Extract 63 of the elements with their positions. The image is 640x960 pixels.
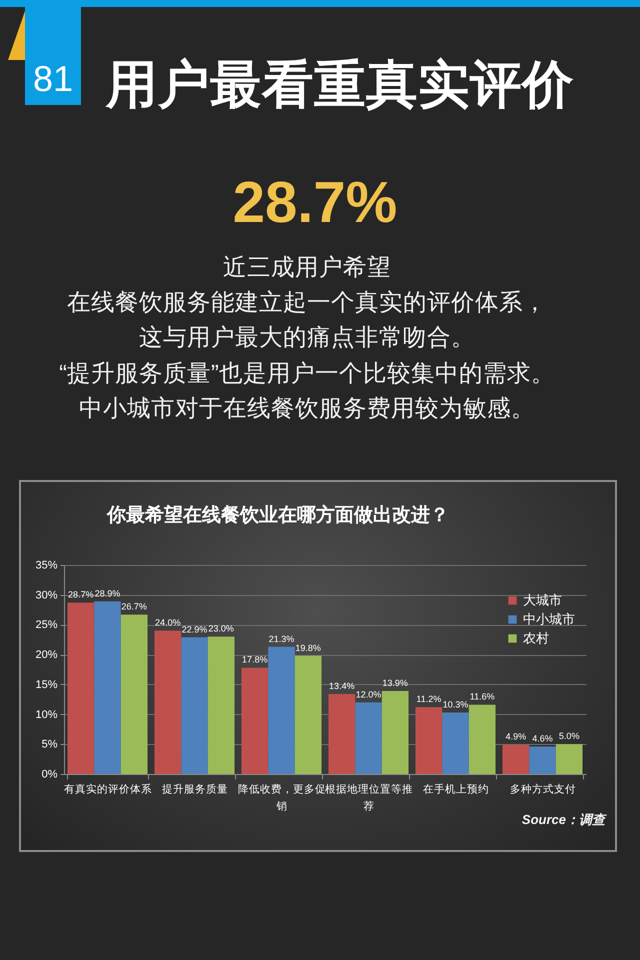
bar (154, 630, 182, 774)
y-tick-label: 25% (35, 619, 58, 632)
x-tick-label: 在手机上预约 (423, 782, 489, 796)
x-tick-label: 多种方式支付 (510, 782, 576, 796)
bar (120, 614, 148, 774)
y-tick-label: 5% (42, 738, 58, 751)
bar (268, 646, 295, 774)
x-tick-label: 根据地理位置等推荐 (325, 782, 413, 812)
bar (241, 668, 268, 774)
text: 这与用户最大的痛点非常吻合。 (138, 323, 476, 352)
x-tick-label: 提升服务质量 (162, 782, 228, 796)
data-label: 11.2% (416, 694, 442, 704)
data-label: 13.9% (382, 678, 408, 688)
y-tick-label: 10% (35, 708, 58, 721)
bar (502, 744, 530, 774)
bar (94, 601, 121, 774)
legend-label: 农村 (523, 630, 549, 646)
text: 81 (32, 58, 74, 100)
x-tick-label: 有真实的评价体系 (64, 782, 152, 796)
data-label: 12.0% (356, 689, 382, 700)
chart-subtitle: 你最希望在线餐饮业在哪方面做出改进？ (106, 505, 450, 527)
bar (529, 746, 556, 774)
bar (355, 702, 382, 774)
bar (468, 704, 496, 774)
y-tick-label: 15% (35, 678, 58, 691)
bar (556, 744, 583, 774)
x-tick-label: 降低收费，更多促销 (238, 782, 326, 812)
legend-label: 大城市 (523, 592, 562, 608)
bar (415, 707, 442, 774)
text: 近三成用户希望 (222, 253, 392, 282)
data-label: 21.3% (268, 634, 294, 644)
y-tick-label: 35% (35, 560, 58, 572)
source-note: Source：调查 (522, 811, 605, 829)
data-label: 26.7% (121, 602, 147, 612)
data-label: 22.9% (182, 624, 208, 634)
bar (181, 637, 208, 774)
text: 中小城市对于在线餐饮服务费用较为敏感。 (78, 394, 536, 423)
bar (294, 656, 322, 774)
data-label: 4.6% (532, 734, 553, 744)
text: “提升服务质量”也是用户一个比较集中的需求。 (58, 358, 556, 388)
legend-label: 中小城市 (523, 612, 575, 626)
bar (67, 602, 94, 774)
data-label: 4.9% (506, 732, 526, 742)
data-label: 23.0% (208, 624, 234, 634)
bar (328, 694, 356, 774)
bar (208, 636, 235, 774)
data-label: 28.9% (94, 588, 120, 598)
bar (442, 712, 469, 774)
data-label: 13.4% (329, 680, 355, 691)
data-label: 5.0% (558, 731, 580, 742)
data-label: 10.3% (442, 699, 468, 710)
text: 在线餐饮服务能建立起一个真实的评价体系， (66, 288, 548, 318)
y-tick-label: 0% (42, 768, 58, 780)
chart-title: 用户最看重真实评价 (106, 55, 574, 113)
data-label: 19.8% (295, 642, 321, 653)
y-tick-label: 20% (35, 649, 58, 662)
y-tick-label: 30% (35, 589, 58, 602)
data-label: 17.8% (242, 654, 268, 665)
data-label: 11.6% (470, 692, 495, 702)
data-label: 28.7% (68, 590, 94, 600)
data-label: 24.0% (155, 618, 181, 628)
bar (382, 690, 409, 774)
text: 28.7% (232, 170, 398, 235)
